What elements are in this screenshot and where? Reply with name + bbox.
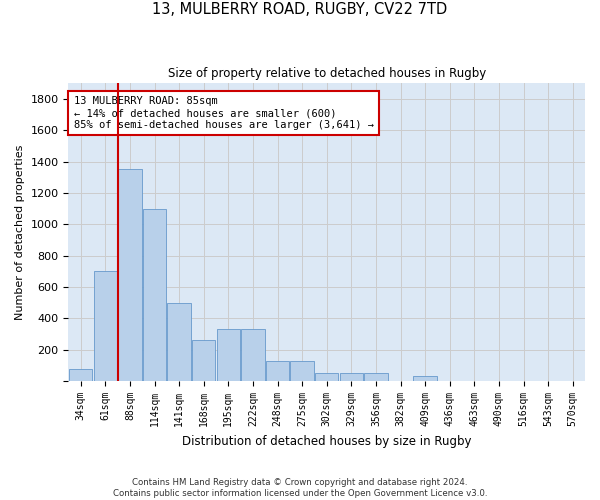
Text: 13, MULBERRY ROAD, RUGBY, CV22 7TD: 13, MULBERRY ROAD, RUGBY, CV22 7TD: [152, 2, 448, 18]
Bar: [167, 302, 191, 381]
Bar: [69, 370, 92, 381]
Bar: [290, 361, 314, 381]
Bar: [413, 376, 437, 381]
X-axis label: Distribution of detached houses by size in Rugby: Distribution of detached houses by size …: [182, 434, 472, 448]
Bar: [364, 372, 388, 381]
Bar: [241, 330, 265, 381]
Text: 13 MULBERRY ROAD: 85sqm
← 14% of detached houses are smaller (600)
85% of semi-d: 13 MULBERRY ROAD: 85sqm ← 14% of detache…: [74, 96, 374, 130]
Bar: [217, 330, 240, 381]
Y-axis label: Number of detached properties: Number of detached properties: [15, 144, 25, 320]
Bar: [143, 208, 166, 381]
Bar: [118, 170, 142, 381]
Bar: [266, 361, 289, 381]
Bar: [315, 372, 338, 381]
Title: Size of property relative to detached houses in Rugby: Size of property relative to detached ho…: [167, 68, 486, 80]
Bar: [192, 340, 215, 381]
Bar: [94, 272, 117, 381]
Bar: [340, 372, 363, 381]
Text: Contains HM Land Registry data © Crown copyright and database right 2024.
Contai: Contains HM Land Registry data © Crown c…: [113, 478, 487, 498]
